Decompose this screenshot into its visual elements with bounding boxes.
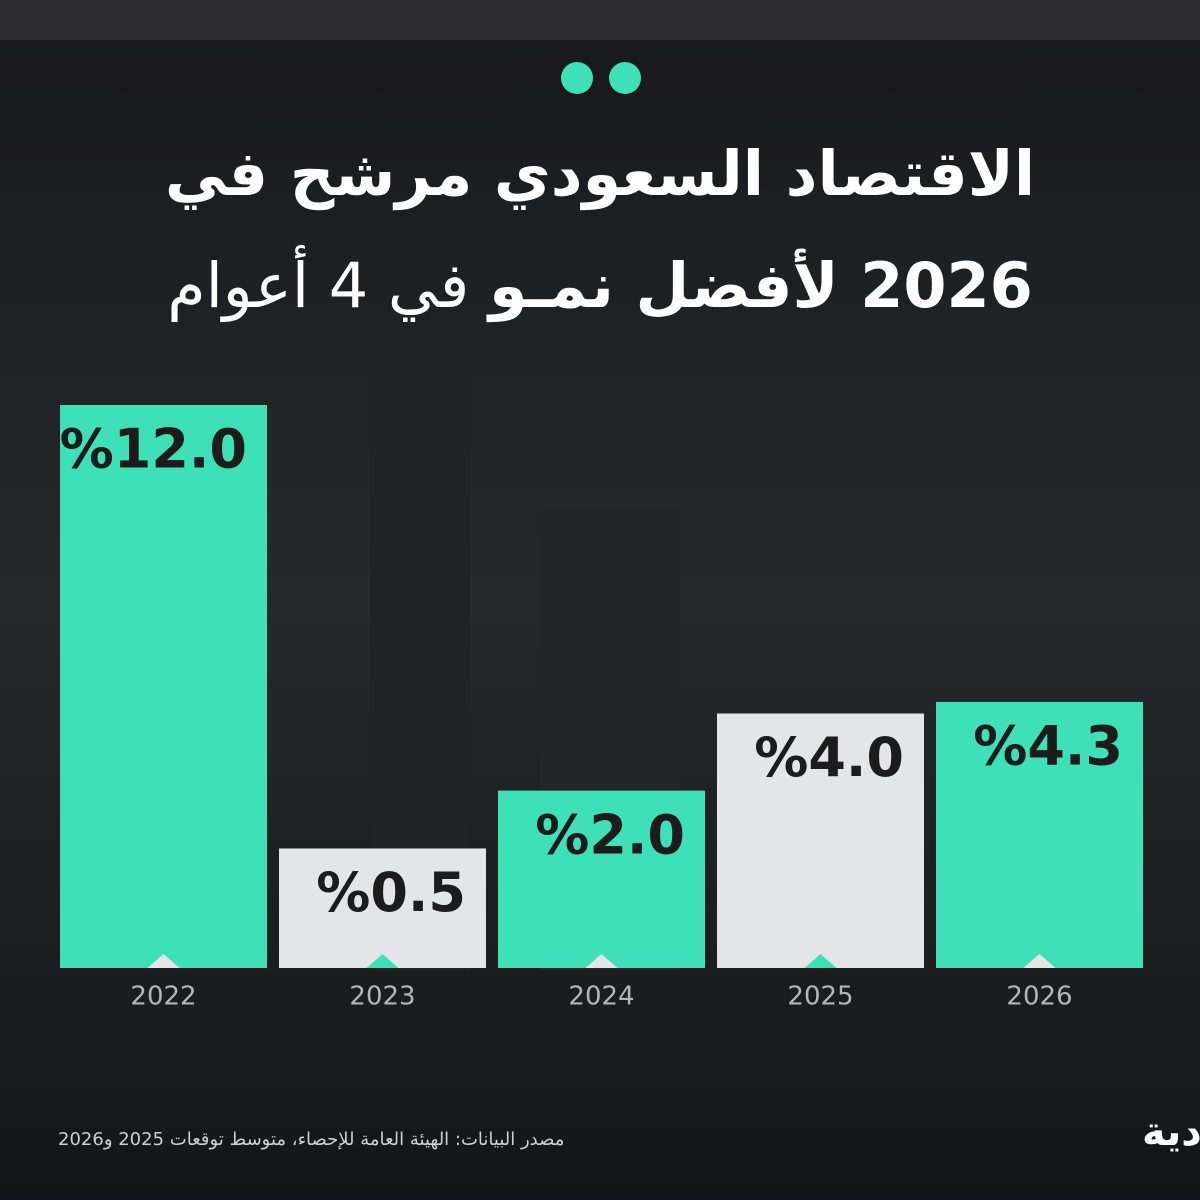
x-tick-label: 2022 bbox=[130, 982, 196, 1012]
bar bbox=[279, 848, 486, 968]
bar bbox=[936, 701, 1143, 968]
x-tick-label: 2023 bbox=[349, 982, 415, 1012]
x-tick-label: 2026 bbox=[1006, 982, 1072, 1012]
dot bbox=[609, 62, 641, 94]
value-label: %4.0 bbox=[754, 726, 904, 789]
x-tick-label: 2025 bbox=[787, 982, 853, 1012]
value-label: %4.3 bbox=[973, 715, 1123, 778]
bar-notch bbox=[585, 954, 618, 968]
logo: الاقتصادية bbox=[1142, 1109, 1200, 1155]
title-part: 2026 لأفضل نمـو bbox=[486, 248, 1033, 322]
title-part: في 4 أعوام bbox=[167, 245, 469, 322]
chart-title: 2026 لأفضل نمـو في 4 أعوام bbox=[167, 245, 1033, 322]
top-bar bbox=[0, 0, 1200, 40]
value-label: %12.0 bbox=[60, 418, 247, 481]
value-label: %0.5 bbox=[316, 861, 466, 924]
dot bbox=[561, 62, 593, 94]
chart-title: الاقتصاد السعودي مرشح في bbox=[165, 137, 1035, 210]
bar bbox=[717, 713, 924, 968]
value-label: %2.0 bbox=[535, 803, 685, 866]
bar-notch bbox=[804, 954, 837, 968]
bar-notch bbox=[147, 954, 180, 968]
source-note: مصدر البيانات: الهيئة العامة للإحصاء، مت… bbox=[58, 1129, 565, 1150]
bar-notch bbox=[1023, 954, 1056, 968]
bar-notch bbox=[366, 954, 399, 968]
bar bbox=[498, 790, 705, 968]
x-tick-label: 2024 bbox=[568, 982, 634, 1012]
bar bbox=[60, 405, 267, 968]
